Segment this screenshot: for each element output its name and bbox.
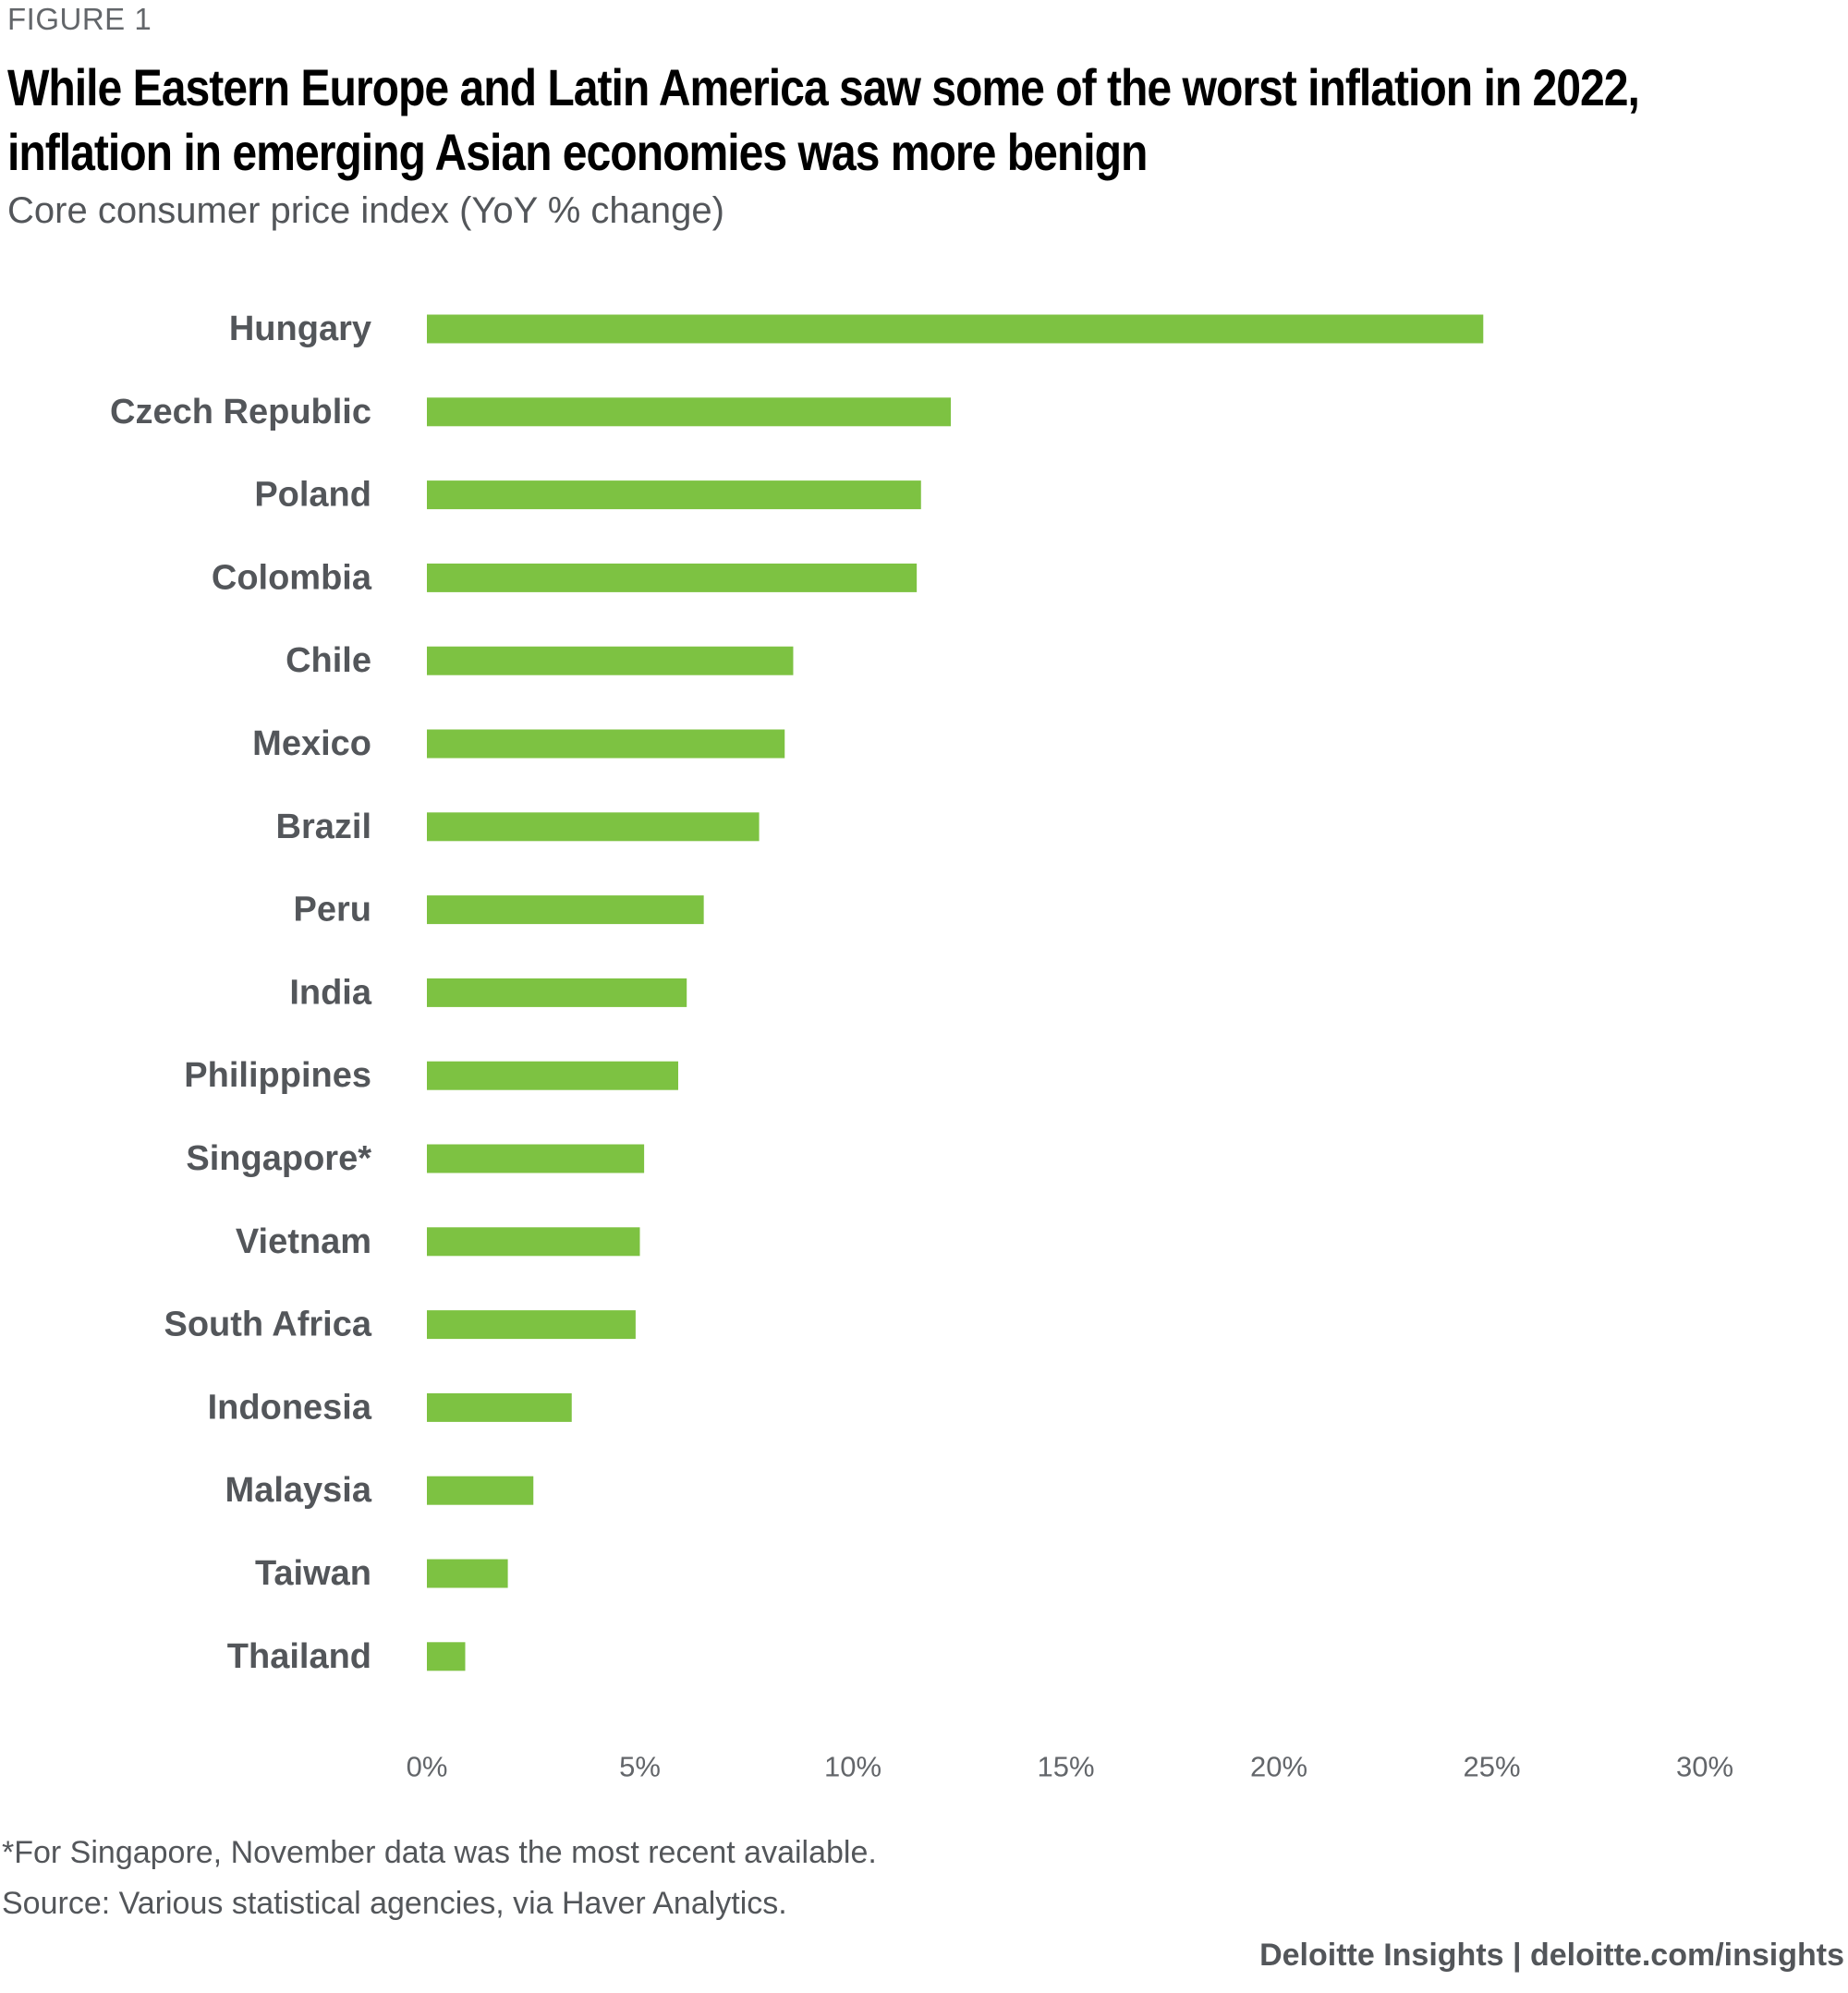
category-label: Philippines bbox=[184, 1056, 371, 1095]
x-tick-label: 30% bbox=[1676, 1751, 1733, 1783]
chart-title-line-1: While Eastern Europe and Latin America s… bbox=[7, 58, 1640, 116]
bar bbox=[427, 1144, 645, 1173]
category-label: Malaysia bbox=[225, 1471, 372, 1510]
category-label: Mexico bbox=[252, 724, 371, 763]
category-label: Taiwan bbox=[255, 1554, 371, 1593]
bar bbox=[427, 1392, 572, 1422]
category-label: Singapore* bbox=[186, 1139, 371, 1178]
figure-label: FIGURE 1 bbox=[7, 2, 152, 36]
category-label: India bbox=[289, 973, 372, 1012]
category-label: Poland bbox=[254, 476, 371, 515]
chart-subtitle: Core consumer price index (YoY % change) bbox=[7, 190, 724, 231]
category-label: Peru bbox=[294, 891, 371, 930]
category-label: Hungary bbox=[229, 310, 371, 348]
category-label: South Africa bbox=[164, 1306, 372, 1344]
chart-title-line-2: inflation in emerging Asian economies wa… bbox=[7, 123, 1148, 181]
source-note: Source: Various statistical agencies, vi… bbox=[2, 1886, 787, 1921]
x-tick-label: 20% bbox=[1250, 1751, 1307, 1783]
bar bbox=[427, 1310, 636, 1340]
x-tick-label: 10% bbox=[824, 1751, 881, 1783]
x-tick-label: 0% bbox=[407, 1751, 448, 1783]
bar bbox=[427, 1642, 466, 1671]
bar bbox=[427, 1559, 508, 1588]
bar bbox=[427, 812, 760, 842]
category-label: Chile bbox=[286, 641, 371, 680]
bar bbox=[427, 480, 921, 510]
branding-footer[interactable]: Deloitte Insights | deloitte.com/insight… bbox=[1259, 1938, 1844, 1973]
category-label: Indonesia bbox=[208, 1388, 372, 1427]
category-label: Czech Republic bbox=[110, 393, 371, 431]
footnote: *For Singapore, November data was the mo… bbox=[2, 1835, 877, 1870]
bar bbox=[427, 1061, 678, 1090]
bar bbox=[427, 729, 785, 759]
bar bbox=[427, 314, 1484, 344]
category-label: Colombia bbox=[212, 558, 372, 597]
bar bbox=[427, 397, 952, 427]
bar-chart: Hungary Czech Republic Poland Colombia Chile… bbox=[110, 310, 1733, 1783]
bar bbox=[427, 1227, 640, 1257]
bar bbox=[427, 563, 918, 592]
x-tick-label: 5% bbox=[619, 1751, 661, 1783]
bar bbox=[427, 1476, 534, 1505]
category-label: Thailand bbox=[227, 1637, 371, 1676]
category-label: Vietnam bbox=[236, 1222, 371, 1261]
bar bbox=[427, 978, 687, 1007]
x-tick-label: 15% bbox=[1037, 1751, 1094, 1783]
category-label: Brazil bbox=[276, 808, 371, 846]
bar bbox=[427, 646, 794, 675]
bar bbox=[427, 895, 704, 925]
x-tick-label: 25% bbox=[1463, 1751, 1520, 1783]
chart-title: While Eastern Europe and Latin America s… bbox=[7, 55, 1640, 185]
